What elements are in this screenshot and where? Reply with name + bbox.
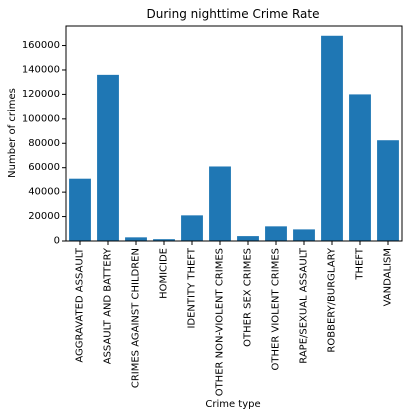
x-tick-label: CRIMES AGAINST CHILDREN xyxy=(131,248,142,388)
x-axis-label: Crime type xyxy=(205,399,260,410)
y-tick-label: 0 xyxy=(54,236,60,247)
x-tick-label: VANDALISM xyxy=(383,248,394,306)
y-axis-label: Number of crimes xyxy=(7,88,18,178)
y-tick-label: 80000 xyxy=(28,138,60,149)
x-tick-label: ROBBERY/BURGLARY xyxy=(327,247,338,352)
plot-frame xyxy=(65,25,403,242)
bar xyxy=(265,226,287,241)
bar xyxy=(125,237,147,241)
x-tick-label: ASSAULT AND BATTERY xyxy=(103,247,114,364)
y-tick-label: 160000 xyxy=(22,40,60,51)
bar xyxy=(321,35,343,241)
y-tick-label: 120000 xyxy=(22,89,60,100)
x-tick-label: RAPE/SEXUAL ASSAULT xyxy=(299,247,310,364)
y-tick-label: 60000 xyxy=(28,162,60,173)
x-tick-label: THEFT xyxy=(355,247,366,281)
x-tick-label: HOMICIDE xyxy=(159,248,170,299)
bar xyxy=(181,215,203,241)
bar xyxy=(209,166,231,241)
chart-title: During nighttime Crime Rate xyxy=(147,7,320,21)
bar xyxy=(237,236,259,241)
y-tick-label: 100000 xyxy=(22,113,60,124)
bar xyxy=(69,178,91,241)
y-axis-ticks: 0 20000 40000 60000 80000 100000 120000 140000 1… xyxy=(22,40,66,247)
y-tick-label: 140000 xyxy=(22,64,60,75)
bar xyxy=(377,140,399,241)
y-tick-label: 40000 xyxy=(28,187,60,198)
x-tick-label: OTHER SEX CRIMES xyxy=(243,248,254,347)
bar xyxy=(293,229,315,241)
bar xyxy=(153,239,175,241)
bar xyxy=(349,94,371,241)
bar xyxy=(97,74,119,241)
y-tick-label: 20000 xyxy=(28,211,60,222)
x-tick-label: IDENTITY THEFT xyxy=(187,247,198,328)
x-tick-label: OTHER NON-VIOLENT CRIMES xyxy=(215,248,226,396)
bars-layer xyxy=(69,35,399,241)
x-axis-ticks: AGGRAVATED ASSAULT ASSAULT AND BATTERY CRI… xyxy=(75,241,394,396)
x-tick-label: OTHER VIOLENT CRIMES xyxy=(271,248,282,370)
x-tick-label: AGGRAVATED ASSAULT xyxy=(75,247,86,363)
